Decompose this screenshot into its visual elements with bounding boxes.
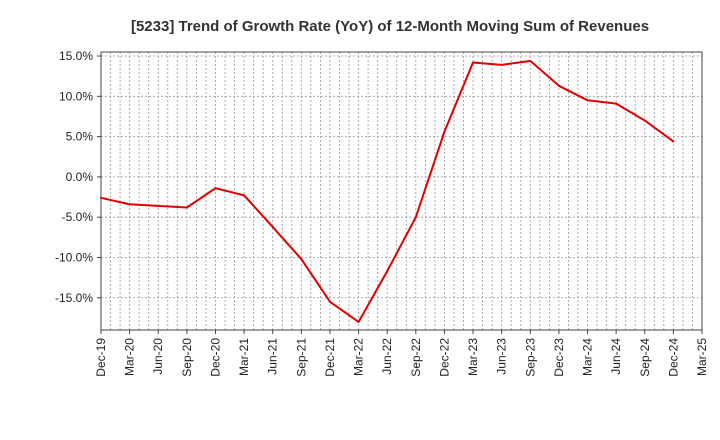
- data-point: [328, 300, 331, 303]
- data-point: [386, 270, 389, 273]
- data-point: [615, 102, 618, 105]
- data-point: [128, 203, 131, 206]
- x-tick-label: Jun-24: [609, 338, 623, 375]
- x-tick-label: Jun-23: [495, 338, 509, 375]
- x-tick-label: Sep-20: [180, 338, 194, 377]
- data-point: [271, 225, 274, 228]
- data-point: [357, 320, 360, 323]
- data-point: [414, 216, 417, 219]
- x-tick-label: Sep-22: [409, 338, 423, 377]
- x-tick-label: Jun-22: [380, 338, 394, 375]
- y-tick-label: -15.0%: [55, 291, 93, 305]
- x-tick-label: Dec-23: [552, 338, 566, 377]
- data-point: [100, 196, 102, 199]
- y-tick-label: 5.0%: [66, 130, 94, 144]
- y-tick-label: 0.0%: [66, 170, 94, 184]
- x-tick-label: Jun-20: [151, 338, 165, 375]
- data-point: [643, 119, 646, 122]
- data-point: [500, 63, 503, 66]
- data-point: [157, 204, 160, 207]
- x-tick-label: Mar-25: [695, 338, 709, 376]
- x-tick-label: Dec-24: [666, 338, 680, 377]
- data-point: [243, 194, 246, 197]
- y-axis: 15.0% 10.0% 5.0% 0.0% -5.0% -10.0% -15.0%: [55, 49, 101, 305]
- data-point: [300, 258, 303, 261]
- x-tick-label: Mar-21: [237, 338, 251, 376]
- data-point: [529, 59, 532, 62]
- data-point: [185, 206, 188, 209]
- x-tick-label: Dec-19: [94, 338, 108, 377]
- data-point: [557, 84, 560, 87]
- data-point: [443, 130, 446, 133]
- x-tick-label: Sep-23: [523, 338, 537, 377]
- plot-frame: [100, 51, 703, 331]
- x-axis: Dec-19 Mar-20 Jun-20 Sep-20 Dec-20 Mar-21 Jun-…: [94, 330, 709, 377]
- grid: [101, 52, 702, 330]
- x-tick-label: Dec-21: [323, 338, 337, 377]
- data-point: [214, 187, 217, 190]
- y-tick-label: -10.0%: [55, 250, 93, 264]
- x-tick-label: Dec-20: [208, 338, 222, 377]
- x-tick-label: Mar-24: [581, 338, 595, 376]
- x-tick-label: Sep-21: [294, 338, 308, 377]
- data-point: [586, 99, 589, 102]
- data-point: [672, 140, 675, 143]
- x-tick-label: Mar-23: [466, 338, 480, 376]
- chart-title: [5233] Trend of Growth Rate (YoY) of 12-…: [131, 18, 649, 35]
- x-tick-label: Sep-24: [638, 338, 652, 377]
- x-tick-label: Dec-22: [437, 338, 451, 377]
- y-tick-label: -5.0%: [62, 210, 94, 224]
- x-tick-label: Mar-20: [123, 338, 137, 376]
- data-point: [472, 61, 475, 64]
- y-tick-label: 10.0%: [59, 89, 93, 103]
- y-tick-label: 15.0%: [59, 49, 93, 63]
- x-tick-label: Jun-21: [266, 338, 280, 375]
- x-tick-label: Mar-22: [352, 338, 366, 376]
